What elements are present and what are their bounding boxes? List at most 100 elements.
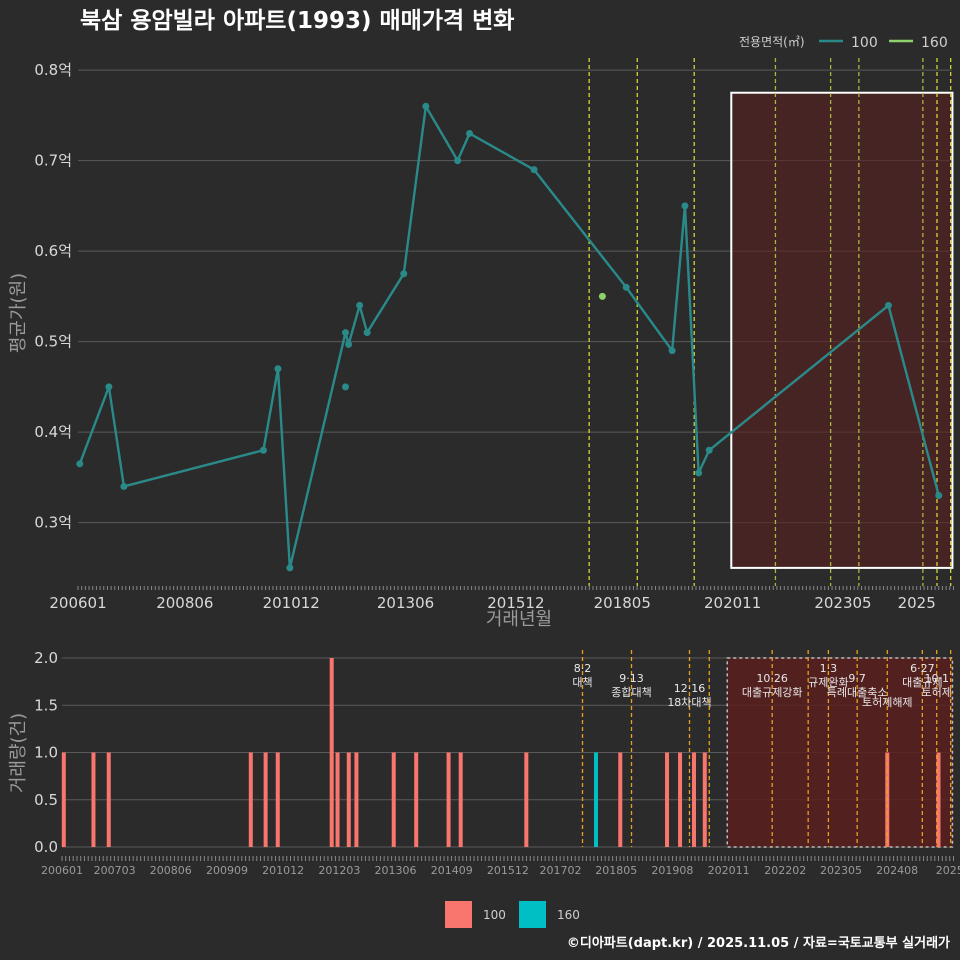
bar-x-tick-label: 201409 — [431, 864, 473, 877]
bar-x-tick-label: 201012 — [262, 864, 304, 877]
line-chart-grid — [78, 69, 952, 524]
bar-event-date: 9·7 — [848, 672, 866, 685]
line-point-100 — [695, 469, 703, 477]
bar-event-label: 대출규제 — [902, 676, 942, 689]
line-point-100 — [884, 301, 892, 309]
line-x-tick-label: 2025 — [898, 594, 936, 612]
bar-100 — [263, 752, 268, 847]
bar-legend-label-160: 160 — [557, 908, 580, 922]
line-x-tick-label: 200601 — [49, 594, 106, 612]
line-point-100 — [105, 383, 113, 391]
bar-100 — [446, 752, 451, 847]
bar-event-date: 6·27 — [910, 662, 935, 675]
bar-x-tick-label: 201306 — [375, 864, 417, 877]
bar-100 — [335, 752, 340, 847]
line-x-tick-label: 201306 — [377, 594, 434, 612]
legend-label-160: 160 — [921, 35, 948, 51]
line-point-100 — [454, 157, 462, 165]
chart-title: 북삼 용암빌라 아파트(1993) 매매가격 변화 — [80, 8, 514, 34]
bar-event-label: 토허제해제 — [862, 695, 913, 709]
line-point-100 — [668, 347, 676, 355]
bar-x-tick-label: 202305 — [820, 864, 862, 877]
bar-y-tick-label: 1.5 — [34, 696, 58, 714]
bar-legend: 100 160 — [445, 901, 580, 928]
bar-100 — [524, 752, 529, 847]
bar-100 — [702, 752, 707, 847]
bar-event-date: 8·2 — [574, 662, 592, 675]
bar-100 — [106, 752, 111, 847]
line-y-tick-label: 0.3억 — [34, 514, 72, 532]
bar-100 — [91, 752, 96, 847]
bar-100 — [354, 752, 359, 847]
bar-100 — [936, 752, 941, 847]
bar-x-tick-label: 201805 — [595, 864, 637, 877]
line-chart-axes: 0.3억 0.4억 0.5억 0.6억 0.7억 0.8억 200601 200806 2010… — [34, 61, 954, 612]
bar-y-tick-label: 0.0 — [34, 838, 58, 856]
bar-100 — [391, 752, 396, 847]
bar-chart-highlight — [726, 657, 954, 848]
line-point-100 — [120, 482, 128, 490]
bar-100 — [678, 752, 683, 847]
line-point-100 — [274, 365, 282, 373]
bar-event-date: 10·1 — [924, 672, 949, 685]
bar-x-tick-label: 201203 — [318, 864, 360, 877]
bar-160 — [594, 752, 598, 847]
bar-event-date: 10·26 — [756, 672, 788, 685]
bar-100 — [61, 752, 66, 847]
bar-y-tick-label: 2.0 — [34, 649, 58, 667]
bar-100 — [665, 752, 670, 847]
bar-100 — [248, 752, 253, 847]
bar-event-label: 18차대책 — [667, 696, 711, 709]
line-point-100 — [345, 340, 353, 348]
line-point-100 — [466, 129, 474, 137]
line-x-tick-label: 202011 — [704, 594, 761, 612]
line-x-axis-title: 거래년월 — [486, 609, 552, 630]
line-point-100 — [259, 446, 267, 454]
bar-100 — [414, 752, 419, 847]
line-y-tick-label: 0.4억 — [34, 423, 72, 441]
bar-x-tick-label: 202202 — [764, 864, 806, 877]
line-y-tick-label: 0.7억 — [34, 152, 72, 170]
line-point-100 — [76, 460, 84, 468]
line-point-100 — [681, 202, 689, 210]
bar-event-label: 규제완화 — [808, 676, 848, 689]
bar-legend-label-100: 100 — [483, 908, 506, 922]
bar-x-tick-label: 200806 — [150, 864, 192, 877]
line-x-tick-label: 201512 — [487, 594, 544, 612]
footer-credit: ©디아파트(dapt.kr) / 2025.11.05 / 자료=국토교통부 실… — [567, 935, 950, 951]
bar-100 — [346, 752, 351, 847]
line-y-axis-title: 평균가(원) — [8, 273, 29, 353]
line-point-100 — [286, 564, 294, 572]
bar-x-tick-label: 202011 — [708, 864, 750, 877]
bar-event-label: 특례대출축소 — [827, 686, 888, 699]
line-point-100 — [705, 446, 713, 454]
line-series-100 — [78, 105, 940, 570]
legend-label-100: 100 — [851, 35, 878, 51]
bar-event-date: 9·13 — [619, 672, 644, 685]
bar-event-label: 대출규제강화 — [742, 686, 803, 699]
line-point-100 — [341, 329, 349, 337]
line-x-tick-label: 200806 — [156, 594, 213, 612]
line-point-100 — [363, 329, 371, 337]
bar-x-tick-label: 202408 — [876, 864, 918, 877]
bar-legend-swatch-160 — [519, 901, 546, 928]
bar-x-tick-label: 201908 — [651, 864, 693, 877]
bar-x-tick-label: 201702 — [539, 864, 581, 877]
bar-x-tick-label: 200601 — [41, 864, 83, 877]
bar-x-tick-label: 200909 — [206, 864, 248, 877]
line-point-160 — [598, 292, 606, 300]
line-highlight-box — [730, 91, 954, 569]
bar-event-label: 종합대책 — [611, 686, 651, 699]
line-point-100 — [935, 491, 943, 499]
bar-100 — [329, 658, 334, 847]
line-legend: 전용면적(㎡) 100 160 — [739, 35, 948, 51]
line-point-100 — [341, 383, 349, 391]
line-x-tick-label: 201012 — [263, 594, 320, 612]
bar-event-label: 토허제 — [922, 686, 952, 699]
bar-x-tick-label: 201512 — [487, 864, 529, 877]
bar-100 — [275, 752, 280, 847]
bar-legend-swatch-100 — [445, 901, 472, 928]
line-x-tick-label: 201805 — [594, 594, 651, 612]
bar-y-tick-label: 1.0 — [34, 744, 58, 762]
